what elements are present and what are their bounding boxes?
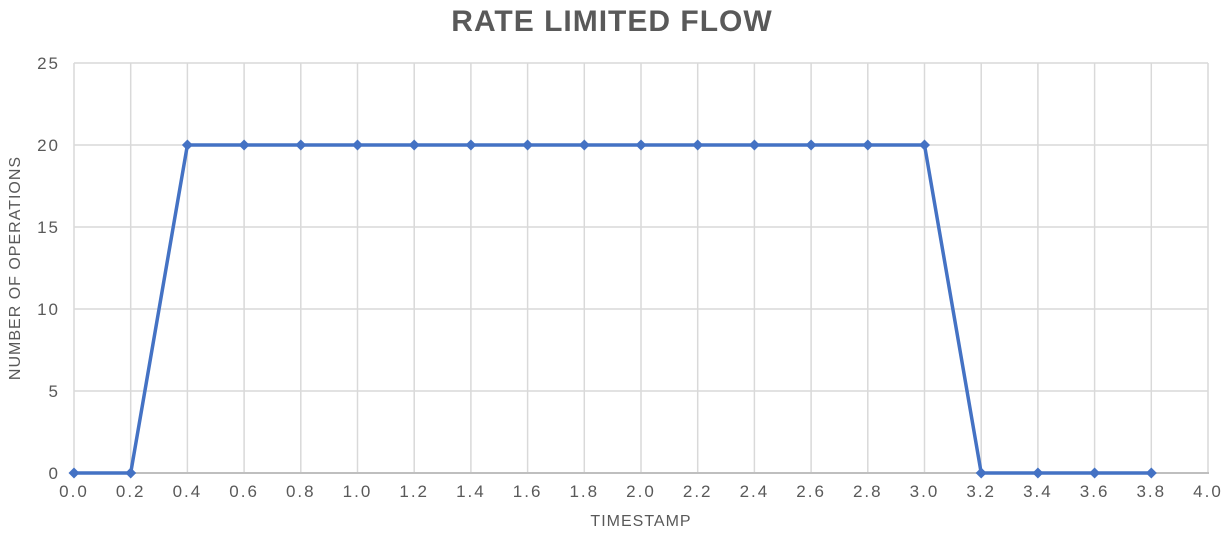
x-tick-label: 3.6 (1080, 482, 1110, 501)
data-point-marker (692, 139, 704, 151)
x-tick-label: 1.6 (513, 482, 543, 501)
x-tick-label: 3.4 (1023, 482, 1053, 501)
data-point-marker (975, 467, 987, 479)
data-point-marker (1032, 467, 1044, 479)
x-tick-label: 2.4 (740, 482, 770, 501)
markers-group (68, 139, 1157, 479)
y-tick-labels-group: 0 5 10 15 20 25 (37, 54, 60, 483)
y-axis-title: NUMBER OF OPERATIONS (7, 156, 24, 380)
data-point-marker (805, 139, 817, 151)
x-tick-label: 4.0 (1193, 482, 1223, 501)
y-tick-label: 0 (49, 464, 60, 483)
data-point-marker (125, 467, 137, 479)
x-tick-label: 0.6 (229, 482, 259, 501)
data-point-marker (181, 139, 193, 151)
x-tick-label: 1.2 (399, 482, 429, 501)
x-tick-label: 2.8 (853, 482, 883, 501)
series-group (72, 143, 1154, 475)
y-tick-label: 5 (49, 382, 60, 401)
x-tick-label: 0.4 (173, 482, 203, 501)
x-tick-label: 2.2 (683, 482, 713, 501)
x-tick-label: 0.0 (59, 482, 89, 501)
gridlines-group (73, 62, 1209, 474)
series-polyline (72, 143, 1154, 475)
x-tick-label: 3.2 (966, 482, 996, 501)
data-point-marker (578, 139, 590, 151)
data-point-marker (408, 139, 420, 151)
x-tick-labels-group: 0.0 0.2 0.4 0.6 0.8 1.0 1.2 1.4 1.6 1.8 2.0 2.2 2.4 2… (59, 482, 1223, 501)
x-tick-label: 3.8 (1136, 482, 1166, 501)
x-tick-label: 2.0 (626, 482, 656, 501)
data-point-marker (465, 139, 477, 151)
data-point-marker (295, 139, 307, 151)
x-tick-label: 2.6 (796, 482, 826, 501)
y-tick-label: 10 (37, 300, 60, 319)
x-tick-label: 3.0 (910, 482, 940, 501)
y-tick-label: 15 (37, 218, 60, 237)
data-point-marker (238, 139, 250, 151)
x-tick-label: 1.4 (456, 482, 486, 501)
x-tick-label: 0.8 (286, 482, 316, 501)
data-point-marker (1145, 467, 1157, 479)
x-tick-label: 1.0 (343, 482, 373, 501)
chart-title: RATE LIMITED FLOW (451, 5, 772, 38)
data-point-marker (919, 139, 930, 151)
y-tick-label: 25 (37, 54, 60, 73)
data-point-marker (862, 139, 874, 151)
x-tick-label: 0.2 (116, 482, 146, 501)
y-tick-label: 20 (37, 136, 60, 155)
data-point-marker (635, 139, 647, 151)
x-axis-title: TIMESTAMP (590, 513, 691, 530)
data-point-marker (522, 139, 534, 151)
data-point-marker (1089, 467, 1101, 479)
data-point-marker (748, 139, 760, 151)
data-point-marker (352, 139, 363, 151)
x-tick-label: 1.8 (569, 482, 599, 501)
data-point-marker (68, 467, 80, 479)
